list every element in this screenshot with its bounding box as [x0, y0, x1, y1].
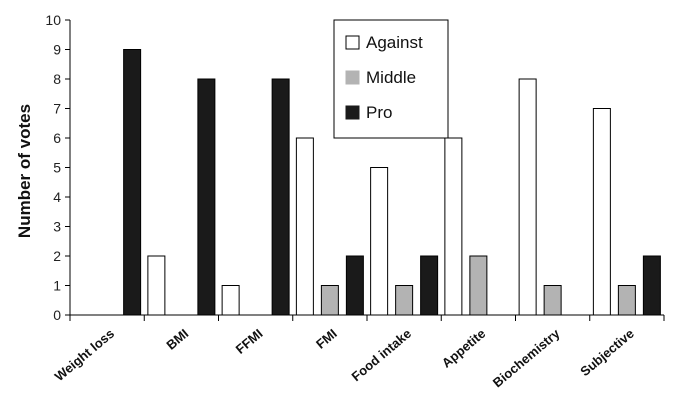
bar-pro-bmi: [197, 78, 216, 316]
legend-swatch-against: [345, 35, 360, 50]
y-tick-label: 9: [53, 42, 61, 58]
y-tick-label: 2: [53, 248, 61, 264]
x-category-label: Food intake: [349, 326, 415, 384]
bar-middle-subjective: [617, 285, 636, 316]
legend: Against Middle Pro: [333, 19, 449, 139]
y-tick-label: 0: [53, 307, 61, 323]
y-tick-label: 1: [53, 278, 61, 294]
y-tick-label: 8: [53, 71, 61, 87]
x-category-label: Appetite: [439, 326, 488, 371]
y-tick-label: 5: [53, 160, 61, 176]
y-tick-label: 10: [45, 12, 61, 28]
bar-pro-weight-loss: [123, 49, 142, 316]
bar-against-subjective: [592, 108, 611, 316]
bar-middle-fmi: [320, 285, 339, 316]
bar-against-appetite: [444, 137, 463, 316]
x-category-label: FFMI: [233, 326, 266, 357]
legend-label-pro: Pro: [366, 103, 392, 122]
legend-label-middle: Middle: [366, 68, 416, 87]
y-tick-label: 7: [53, 101, 61, 117]
bar-pro-subjective: [642, 255, 661, 316]
x-category-label: Weight loss: [52, 326, 117, 384]
bar-pro-fmi: [345, 255, 364, 316]
x-category-label: Biochemistry: [490, 325, 563, 390]
bar-pro-ffmi: [271, 78, 290, 316]
legend-label-against: Against: [366, 33, 423, 52]
legend-swatch-pro: [345, 105, 360, 120]
y-tick-label: 4: [53, 189, 61, 205]
bar-pro-food-intake: [420, 255, 439, 316]
legend-swatch-middle: [345, 70, 360, 85]
y-tick-label: 6: [53, 130, 61, 146]
y-axis-title: Number of votes: [15, 104, 34, 238]
bar-against-food-intake: [370, 167, 389, 316]
category-labels: Weight loss BMI FFMI FMI Food intake Appetite…: [52, 325, 637, 390]
x-category-label: Subjective: [577, 326, 636, 379]
bar-against-bmi: [147, 255, 166, 316]
y-axis-ticks: 0 1 2 3 4 5 6 7 8 9 10: [45, 12, 70, 323]
x-category-label: BMI: [163, 326, 191, 353]
bar-against-fmi: [295, 137, 314, 316]
y-tick-label: 3: [53, 219, 61, 235]
bar-middle-appetite: [469, 255, 488, 316]
bar-against-ffmi: [221, 285, 240, 316]
axes: [69, 20, 665, 321]
x-category-label: FMI: [313, 326, 340, 352]
bar-against-biochemistry: [518, 78, 537, 316]
bar-middle-biochemistry: [543, 285, 562, 316]
bar-middle-food-intake: [395, 285, 414, 316]
